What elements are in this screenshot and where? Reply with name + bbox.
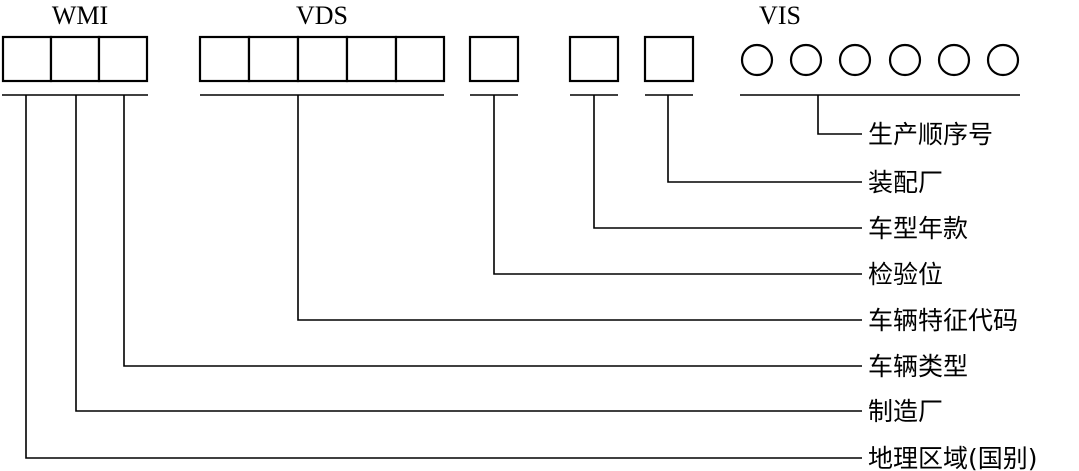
serial-number-circles — [740, 43, 1020, 77]
label-serial-number: 生产顺序号 — [868, 120, 993, 149]
label-assembly-plant: 装配厂 — [868, 168, 943, 197]
label-geographic-region: 地理区域(国别) — [868, 444, 1038, 471]
vds-boxes — [198, 35, 446, 83]
vis-header: VIS — [759, 1, 801, 30]
leader-lines — [25, 95, 862, 459]
label-check-digit: 检验位 — [868, 260, 943, 289]
label-model-year: 车型年款 — [868, 214, 968, 243]
wmi-boxes — [1, 35, 149, 83]
label-vehicle-type: 车辆类型 — [868, 352, 968, 381]
label-manufacturer: 制造厂 — [868, 397, 943, 426]
vds-header: VDS — [296, 1, 348, 30]
wmi-header: WMI — [52, 1, 108, 30]
label-vehicle-descriptor: 车辆特征代码 — [868, 306, 1018, 335]
plant-box — [643, 35, 695, 83]
model-year-box — [568, 35, 620, 83]
check-digit-box — [468, 35, 520, 83]
